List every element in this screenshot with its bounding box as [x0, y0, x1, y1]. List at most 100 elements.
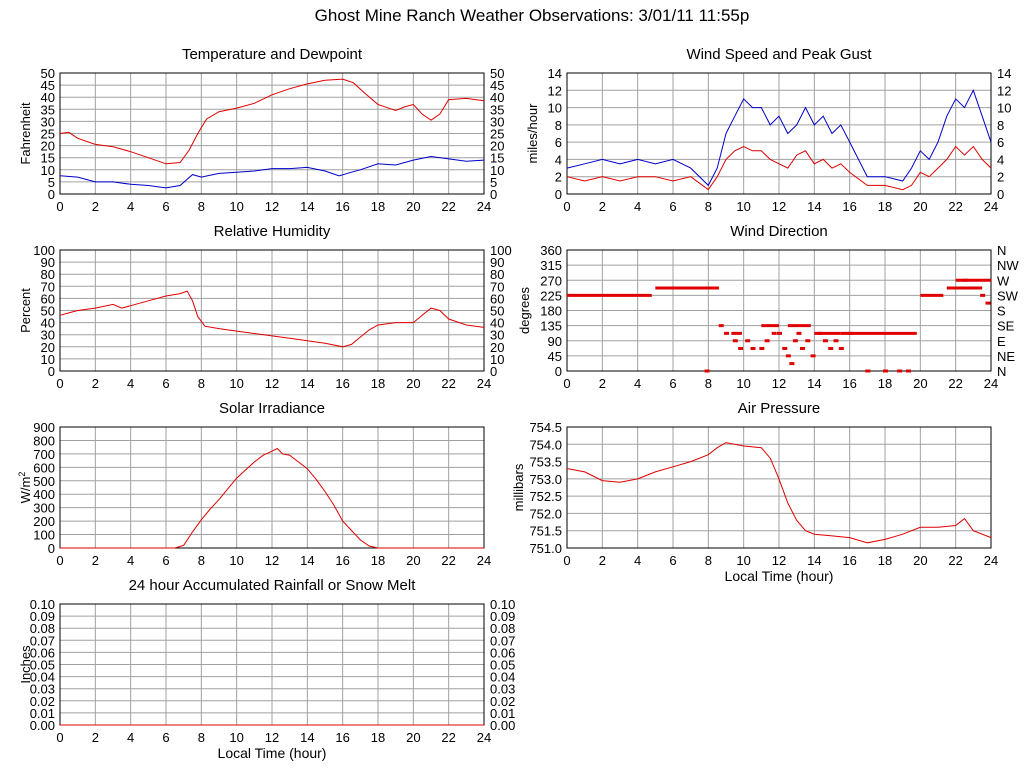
right-tick-label: W — [997, 273, 1010, 288]
y-tick-label: 225 — [540, 288, 562, 303]
x-tick-label: 14 — [300, 730, 314, 745]
x-tick-label: 14 — [300, 376, 314, 391]
right-tick-label: 100 — [490, 243, 512, 258]
x-tick-label: 2 — [599, 199, 606, 214]
x-tick-label: 18 — [371, 553, 385, 568]
right-tick-label: 50 — [490, 304, 504, 319]
direction-point — [805, 339, 811, 343]
x-tick-label: 6 — [669, 376, 676, 391]
y-tick-label: 754.5 — [529, 420, 562, 435]
right-tick-label: S — [997, 304, 1006, 319]
y-tick-label: 30 — [41, 328, 55, 343]
y-tick-label: 400 — [33, 487, 55, 502]
direction-point — [971, 286, 977, 290]
y-tick-label: 0.01 — [30, 706, 55, 721]
x-tick-label: 14 — [807, 199, 821, 214]
x-tick-label: 10 — [736, 553, 750, 568]
x-tick-label: 6 — [162, 199, 169, 214]
ylabel-text: Fahrenheit — [18, 102, 33, 165]
right-tick-label: 10 — [490, 163, 504, 178]
direction-point — [838, 346, 844, 350]
right-tick-label: 0.09 — [490, 609, 515, 624]
x-tick-label: 14 — [807, 376, 821, 391]
x-tick-label: 16 — [335, 553, 349, 568]
right-tick-label: 0.07 — [490, 633, 515, 648]
x-tick-label: 12 — [265, 553, 279, 568]
x-tick-label: 4 — [127, 376, 134, 391]
x-tick-label: 0 — [56, 553, 63, 568]
series-line — [60, 447, 484, 549]
y-tick-label: 0 — [555, 364, 562, 379]
right-tick-label: 0.01 — [490, 706, 515, 721]
x-tick-label: 18 — [878, 553, 892, 568]
ylabel-text: W/m — [18, 477, 33, 504]
y-tick-label: 10 — [548, 101, 562, 116]
dir-ylabel: degrees — [517, 287, 532, 334]
x-tick-label: 0 — [563, 553, 570, 568]
x-tick-label: 10 — [229, 199, 243, 214]
x-tick-label: 12 — [772, 199, 786, 214]
right-tick-label: 30 — [490, 328, 504, 343]
y-tick-label: 0 — [555, 187, 562, 202]
x-tick-label: 22 — [948, 376, 962, 391]
direction-point — [745, 339, 751, 343]
direction-point — [738, 346, 744, 350]
right-tick-label: 6 — [997, 135, 1004, 150]
right-tick-label: 40 — [490, 316, 504, 331]
right-tick-label: 20 — [490, 340, 504, 355]
right-tick-label: 25 — [490, 127, 504, 142]
right-tick-label: 40 — [490, 90, 504, 105]
x-tick-label: 6 — [669, 199, 676, 214]
rain-xlabel: Local Time (hour) — [218, 745, 327, 761]
ylabel-text: miles/hour — [525, 103, 540, 164]
rh-frame — [59, 249, 485, 372]
x-tick-label: 0 — [563, 376, 570, 391]
y-tick-label: 0.06 — [30, 645, 55, 660]
series-line — [566, 442, 992, 544]
x-tick-label: 8 — [198, 730, 205, 745]
y-tick-label: 300 — [33, 501, 55, 516]
y-tick-label: 751.5 — [529, 524, 562, 539]
y-tick-label: 180 — [540, 304, 562, 319]
right-tick-label: 80 — [490, 267, 504, 282]
y-tick-label: 0.07 — [30, 633, 55, 648]
right-tick-label: 30 — [490, 114, 504, 129]
right-tick-label: SE — [997, 319, 1015, 334]
dir-title: Wind Direction — [730, 223, 828, 240]
y-tick-label: 90 — [548, 334, 562, 349]
y-tick-label: 15 — [41, 151, 55, 166]
x-tick-label: 0 — [56, 199, 63, 214]
right-tick-label: N — [997, 364, 1006, 379]
y-tick-label: 2 — [555, 170, 562, 185]
y-tick-label: 40 — [41, 316, 55, 331]
right-tick-label: N — [997, 243, 1006, 258]
x-tick-label: 14 — [807, 553, 821, 568]
x-tick-label: 6 — [669, 553, 676, 568]
y-tick-label: 753.0 — [529, 472, 562, 487]
right-tick-label: 0.06 — [490, 645, 515, 660]
direction-point — [810, 354, 816, 358]
x-tick-label: 14 — [300, 199, 314, 214]
x-tick-label: 4 — [127, 199, 134, 214]
solar-frame — [59, 426, 485, 549]
y-tick-label: 700 — [33, 447, 55, 462]
x-tick-label: 6 — [162, 730, 169, 745]
x-tick-label: 12 — [265, 730, 279, 745]
right-tick-label: E — [997, 334, 1006, 349]
x-tick-label: 10 — [736, 376, 750, 391]
right-tick-label: 0 — [490, 364, 497, 379]
direction-point — [782, 346, 788, 350]
x-tick-label: 6 — [162, 376, 169, 391]
rain-title: 24 hour Accumulated Rainfall or Snow Mel… — [129, 577, 417, 594]
right-tick-label: 14 — [997, 66, 1011, 81]
x-tick-label: 20 — [913, 199, 927, 214]
x-tick-label: 4 — [127, 730, 134, 745]
direction-point — [759, 346, 765, 350]
direction-point — [817, 331, 823, 335]
rain-ylabel: Inches — [18, 645, 33, 684]
x-tick-label: 18 — [371, 376, 385, 391]
x-tick-label: 6 — [162, 553, 169, 568]
